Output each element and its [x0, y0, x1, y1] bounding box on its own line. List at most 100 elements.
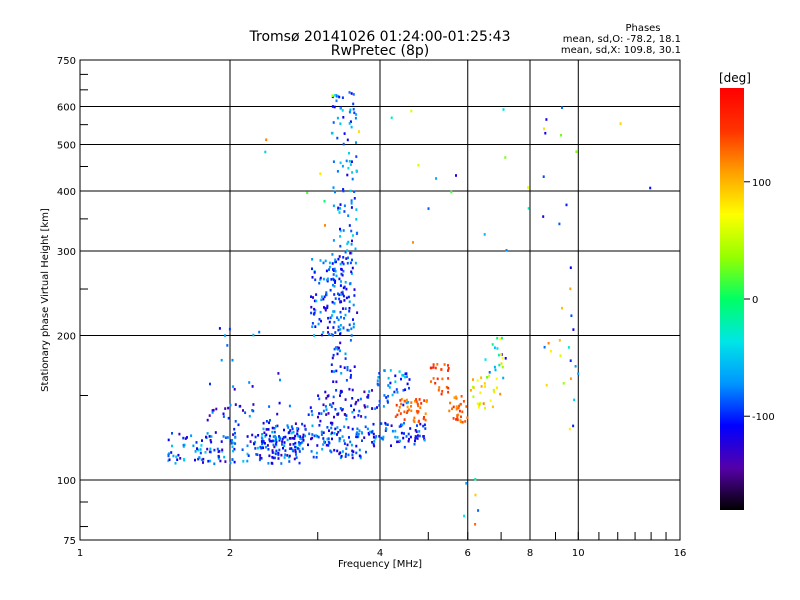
- echo-point: [343, 425, 346, 429]
- echo-point: [561, 306, 563, 310]
- echo-point: [415, 410, 418, 413]
- echo-point: [405, 375, 408, 378]
- echo-point: [346, 328, 349, 332]
- echo-point: [217, 457, 220, 460]
- echo-point: [382, 435, 385, 439]
- echo-point: [400, 397, 403, 401]
- echo-point: [340, 315, 342, 319]
- echo-point: [333, 269, 335, 272]
- echo-point: [499, 392, 502, 396]
- echo-point: [209, 459, 212, 463]
- echo-point: [319, 259, 322, 262]
- echo-point: [495, 377, 498, 381]
- echo-point: [462, 400, 465, 403]
- echo-point: [350, 270, 353, 274]
- echo-point: [339, 407, 342, 410]
- echo-point: [375, 435, 378, 438]
- echo-point: [339, 341, 342, 345]
- echo-point: [368, 433, 371, 436]
- echo-point: [349, 369, 352, 372]
- echo-point: [435, 177, 438, 180]
- echo-point: [242, 460, 245, 463]
- echo-point: [345, 417, 348, 421]
- echo-point: [313, 299, 316, 303]
- echo-point: [330, 426, 333, 430]
- echo-point: [403, 418, 406, 421]
- echo-point: [345, 257, 348, 260]
- y-tick-label: 600: [57, 103, 76, 114]
- echo-point: [312, 312, 315, 316]
- echo-point: [311, 267, 313, 271]
- echo-point: [346, 173, 349, 177]
- echo-point: [232, 449, 235, 453]
- echo-point: [274, 452, 277, 456]
- echo-point: [418, 434, 421, 438]
- echo-point: [268, 405, 271, 408]
- echo-point: [174, 462, 177, 465]
- echo-point: [211, 411, 214, 414]
- echo-point: [288, 454, 291, 458]
- echo-point: [371, 441, 374, 444]
- echo-point: [195, 441, 198, 444]
- echo-point: [482, 402, 485, 405]
- echo-point: [334, 269, 337, 273]
- echo-point: [372, 443, 375, 446]
- echo-point: [443, 363, 446, 366]
- echo-point: [201, 439, 203, 442]
- echo-point: [196, 447, 198, 450]
- echo-point: [412, 241, 414, 244]
- echo-point: [283, 428, 285, 432]
- echo-point: [386, 401, 389, 404]
- echo-point: [455, 397, 458, 400]
- echo-point: [319, 278, 322, 281]
- echo-point: [261, 441, 264, 444]
- echo-point: [447, 369, 449, 372]
- echo-point: [280, 462, 283, 465]
- echo-point: [406, 382, 409, 386]
- echo-point: [263, 442, 266, 445]
- echo-point: [502, 108, 505, 111]
- echo-point: [356, 431, 359, 434]
- echo-point: [311, 424, 314, 428]
- echo-point: [452, 417, 455, 420]
- echo-point: [335, 99, 338, 103]
- echo-point: [338, 439, 341, 443]
- echo-point: [290, 431, 293, 435]
- echo-point: [387, 394, 390, 398]
- echo-point: [234, 403, 237, 406]
- echo-point: [192, 444, 195, 448]
- echo-point: [355, 113, 358, 116]
- echo-point: [329, 288, 332, 292]
- echo-point: [351, 171, 354, 174]
- echo-point: [569, 266, 572, 269]
- echo-point: [275, 425, 277, 428]
- echo-point: [341, 109, 344, 112]
- echo-point: [334, 408, 337, 411]
- echo-point: [273, 430, 276, 434]
- echo-point: [340, 268, 343, 271]
- echo-point: [320, 333, 323, 337]
- echo-point: [384, 421, 387, 425]
- echo-point: [241, 448, 244, 451]
- echo-point: [234, 431, 236, 435]
- echo-point: [254, 440, 257, 444]
- echo-point: [356, 311, 359, 314]
- echo-point: [440, 368, 443, 371]
- echo-point: [359, 397, 362, 401]
- echo-point: [427, 207, 430, 210]
- echo-point: [343, 299, 346, 302]
- echo-point: [219, 459, 222, 463]
- echo-point: [405, 372, 408, 375]
- echo-point: [332, 121, 335, 124]
- echo-point: [289, 443, 292, 446]
- echo-point: [194, 450, 197, 453]
- echo-point: [353, 294, 356, 297]
- echo-point: [350, 334, 353, 337]
- echo-point: [376, 406, 378, 409]
- echo-point: [246, 435, 249, 438]
- y-tick-label: 100: [57, 476, 76, 487]
- echo-point: [333, 310, 336, 313]
- echo-point: [344, 455, 347, 458]
- echo-point: [329, 449, 332, 453]
- y-tick-label: 400: [57, 187, 76, 198]
